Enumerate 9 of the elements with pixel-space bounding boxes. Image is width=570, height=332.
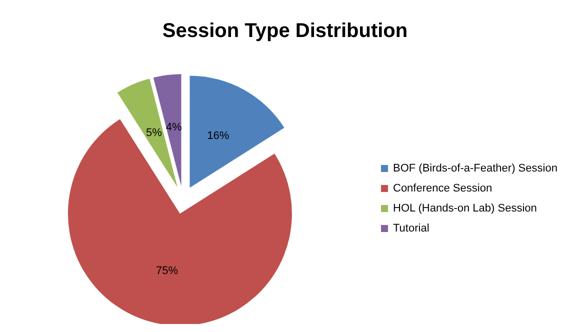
chart-title: Session Type Distribution	[162, 20, 408, 42]
data-label: 5%	[146, 127, 162, 140]
legend-label: HOL (Hands-on Lab) Session	[393, 202, 537, 214]
legend-label: Conference Session	[393, 182, 492, 194]
legend-label: BOF (Birds-of-a-Feather) Session	[393, 162, 558, 174]
data-label: 4%	[166, 122, 182, 134]
data-label: 75%	[156, 265, 178, 278]
legend-label: Tutorial	[393, 222, 430, 234]
data-label: 16%	[207, 130, 230, 142]
